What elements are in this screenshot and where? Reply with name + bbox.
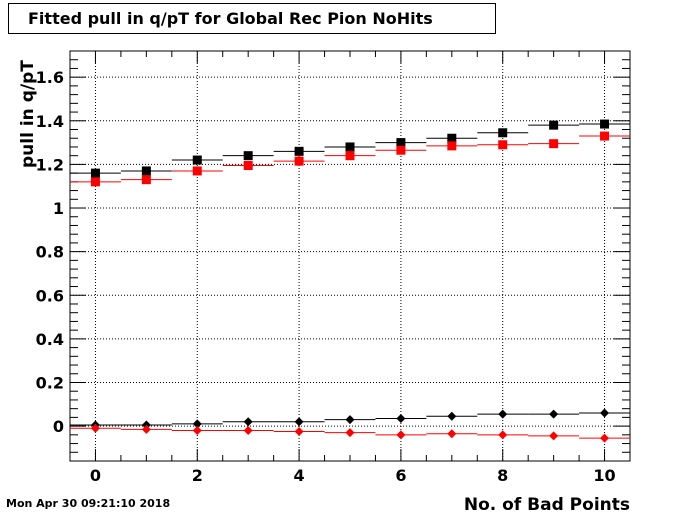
- data-point: [90, 177, 100, 187]
- data-point: [345, 428, 355, 438]
- x-tick-label: 4: [294, 466, 305, 485]
- data-point: [192, 425, 202, 435]
- x-tick-label: 10: [593, 466, 615, 485]
- data-point: [141, 166, 151, 176]
- data-point: [345, 415, 355, 425]
- chart-title-box: Fitted pull in q/pT for Global Rec Pion …: [8, 3, 496, 34]
- data-point: [243, 151, 253, 161]
- data-point: [549, 409, 559, 419]
- data-point: [396, 430, 406, 440]
- y-tick-label: 0.6: [36, 286, 64, 305]
- data-point: [345, 151, 355, 161]
- x-tick-label: 0: [90, 466, 101, 485]
- data-point: [498, 430, 508, 440]
- data-point: [396, 138, 406, 148]
- data-point: [600, 408, 610, 418]
- tick-labels: 0 2 4 6 8 10 0 0.2 0.4 0.6 0.8 1 1.2 1.4 1.6: [36, 68, 616, 485]
- data-point: [192, 155, 202, 165]
- y-axis-title: pull in q/pT: [18, 60, 38, 168]
- x-tick-label: 8: [497, 466, 508, 485]
- y-tick-label: 1.2: [36, 155, 64, 174]
- data-point: [549, 139, 559, 149]
- y-tick-label: 1.6: [36, 68, 64, 87]
- y-tick-label: 0.4: [36, 330, 64, 349]
- data-point: [294, 417, 304, 427]
- data-point: [141, 175, 151, 185]
- chart-title: Fitted pull in q/pT for Global Rec Pion …: [28, 9, 433, 28]
- y-tick-label: 1: [53, 199, 64, 218]
- data-point: [498, 128, 508, 138]
- data-point: [90, 168, 100, 178]
- data-point: [549, 431, 559, 441]
- grid: [70, 51, 630, 461]
- data-point: [498, 140, 508, 150]
- ticks: [69, 50, 631, 462]
- data-point: [294, 146, 304, 156]
- data-point: [192, 419, 202, 429]
- data-point: [396, 145, 406, 155]
- x-axis-title: No. of Bad Points: [464, 495, 630, 514]
- data-point: [243, 417, 253, 427]
- series-1: [70, 131, 630, 187]
- series-3: [70, 423, 630, 443]
- x-tick-label: 2: [192, 466, 203, 485]
- x-tick-label: 6: [395, 466, 406, 485]
- data-point: [192, 166, 202, 176]
- data-point: [447, 141, 457, 151]
- y-tick-label: 1.4: [36, 112, 64, 131]
- y-tick-label: 0.8: [36, 243, 64, 262]
- data-point: [549, 120, 559, 130]
- data-point: [294, 156, 304, 166]
- data-point: [447, 133, 457, 143]
- data-point: [498, 409, 508, 419]
- data-point: [600, 131, 610, 141]
- data-point: [90, 423, 100, 433]
- data-point: [243, 425, 253, 435]
- data-point: [600, 119, 610, 129]
- data-point: [345, 142, 355, 152]
- series-0: [70, 119, 630, 178]
- timestamp: Mon Apr 30 09:21:10 2018: [6, 497, 171, 510]
- data-point: [243, 160, 253, 170]
- y-tick-label: 0.2: [36, 373, 64, 392]
- data-point: [294, 427, 304, 437]
- y-tick-label: 0: [53, 417, 64, 436]
- data-point: [396, 413, 406, 423]
- data-marks: [70, 119, 630, 443]
- plot-frame: [69, 50, 631, 462]
- data-point: [600, 433, 610, 443]
- data-point: [141, 424, 151, 434]
- data-point: [447, 429, 457, 439]
- data-point: [447, 411, 457, 421]
